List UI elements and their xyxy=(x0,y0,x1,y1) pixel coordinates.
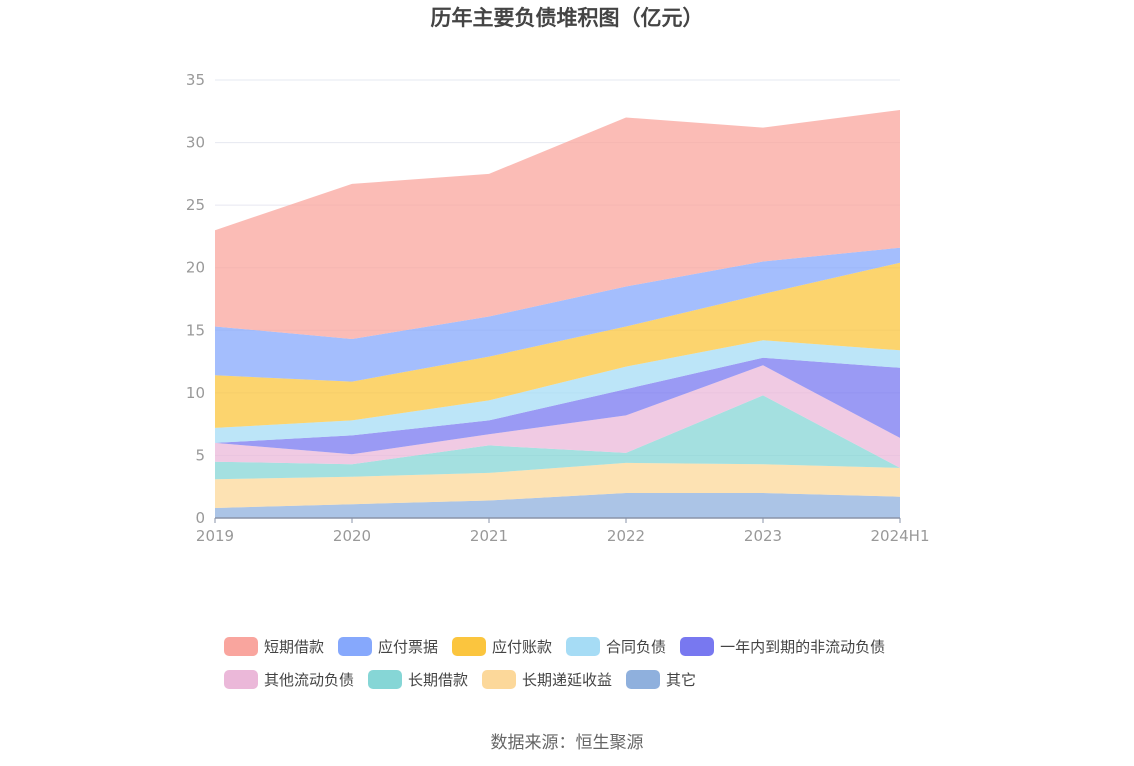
legend-swatch xyxy=(680,637,715,656)
x-tick-label: 2021 xyxy=(470,527,508,545)
area-series-3[interactable] xyxy=(215,365,900,468)
legend-row: 短期借款 应付票据 应付账款 合同负债 一年内到期的非流动负债 xyxy=(224,630,944,663)
x-tick-label: 2024H1 xyxy=(871,527,930,545)
legend-swatch xyxy=(626,670,661,689)
legend-label: 长期借款 xyxy=(408,671,469,689)
legend: 短期借款 应付票据 应付账款 合同负债 一年内到期的非流动负债其他流动负债 长期借款 长期递… xyxy=(224,630,944,696)
legend-item[interactable]: 短期借款 xyxy=(224,636,324,657)
legend-label: 合同负债 xyxy=(606,638,667,656)
y-tick-label: 0 xyxy=(195,509,205,527)
legend-row: 其他流动负债 长期借款 长期递延收益 其它 xyxy=(224,663,944,696)
y-tick-label: 10 xyxy=(186,384,205,402)
area-series-5[interactable] xyxy=(215,340,900,443)
legend-label: 应付账款 xyxy=(492,638,553,656)
y-tick-label: 20 xyxy=(186,259,205,277)
legend-label: 长期递延收益 xyxy=(522,671,613,689)
legend-swatch xyxy=(338,637,373,656)
legend-swatch xyxy=(224,670,258,689)
legend-swatch xyxy=(566,637,601,656)
legend-item[interactable]: 一年内到期的非流动负债 xyxy=(680,636,885,657)
legend-swatch xyxy=(482,670,517,689)
axes: 0 5 10 15 20 25 30 35 2019 2020 2021 2022 2023 2024H1 xyxy=(186,71,930,545)
legend-item[interactable]: 长期递延收益 xyxy=(482,669,612,690)
area-series-4[interactable] xyxy=(215,357,900,455)
y-tick-label: 15 xyxy=(186,321,205,339)
legend-label: 短期借款 xyxy=(264,638,325,656)
area-series-2[interactable] xyxy=(215,395,900,480)
x-tick-label: 2019 xyxy=(196,527,234,545)
legend-label: 其他流动负债 xyxy=(264,671,355,689)
area-series xyxy=(215,110,900,518)
y-tick-label: 30 xyxy=(186,134,205,152)
legend-item[interactable]: 长期借款 xyxy=(368,669,468,690)
legend-label: 应付票据 xyxy=(378,638,439,656)
y-tick-label: 5 xyxy=(195,446,205,464)
area-series-8[interactable] xyxy=(215,110,900,339)
y-tick-label: 35 xyxy=(186,71,205,89)
legend-item[interactable]: 应付账款 xyxy=(452,636,552,657)
legend-label: 一年内到期的非流动负债 xyxy=(720,638,886,656)
area-series-1[interactable] xyxy=(215,462,900,508)
legend-item[interactable]: 其它 xyxy=(626,669,696,690)
legend-item[interactable]: 应付票据 xyxy=(338,636,438,657)
chart-title: 历年主要负债堆积图（亿元） xyxy=(430,6,704,30)
legend-swatch xyxy=(224,637,258,656)
x-tick-label: 2022 xyxy=(607,527,645,545)
legend-swatch xyxy=(452,637,487,656)
y-tick-label: 25 xyxy=(186,196,205,214)
legend-item[interactable]: 合同负债 xyxy=(566,636,666,657)
legend-item[interactable]: 其他流动负债 xyxy=(224,669,354,690)
x-tick-label: 2023 xyxy=(744,527,782,545)
source-note: 数据来源：恒生聚源 xyxy=(490,733,644,753)
area-series-0[interactable] xyxy=(215,493,900,518)
legend-swatch xyxy=(368,670,403,689)
legend-label: 其它 xyxy=(666,671,697,689)
area-series-7[interactable] xyxy=(215,247,900,382)
area-series-6[interactable] xyxy=(215,262,900,428)
x-tick-label: 2020 xyxy=(333,527,371,545)
